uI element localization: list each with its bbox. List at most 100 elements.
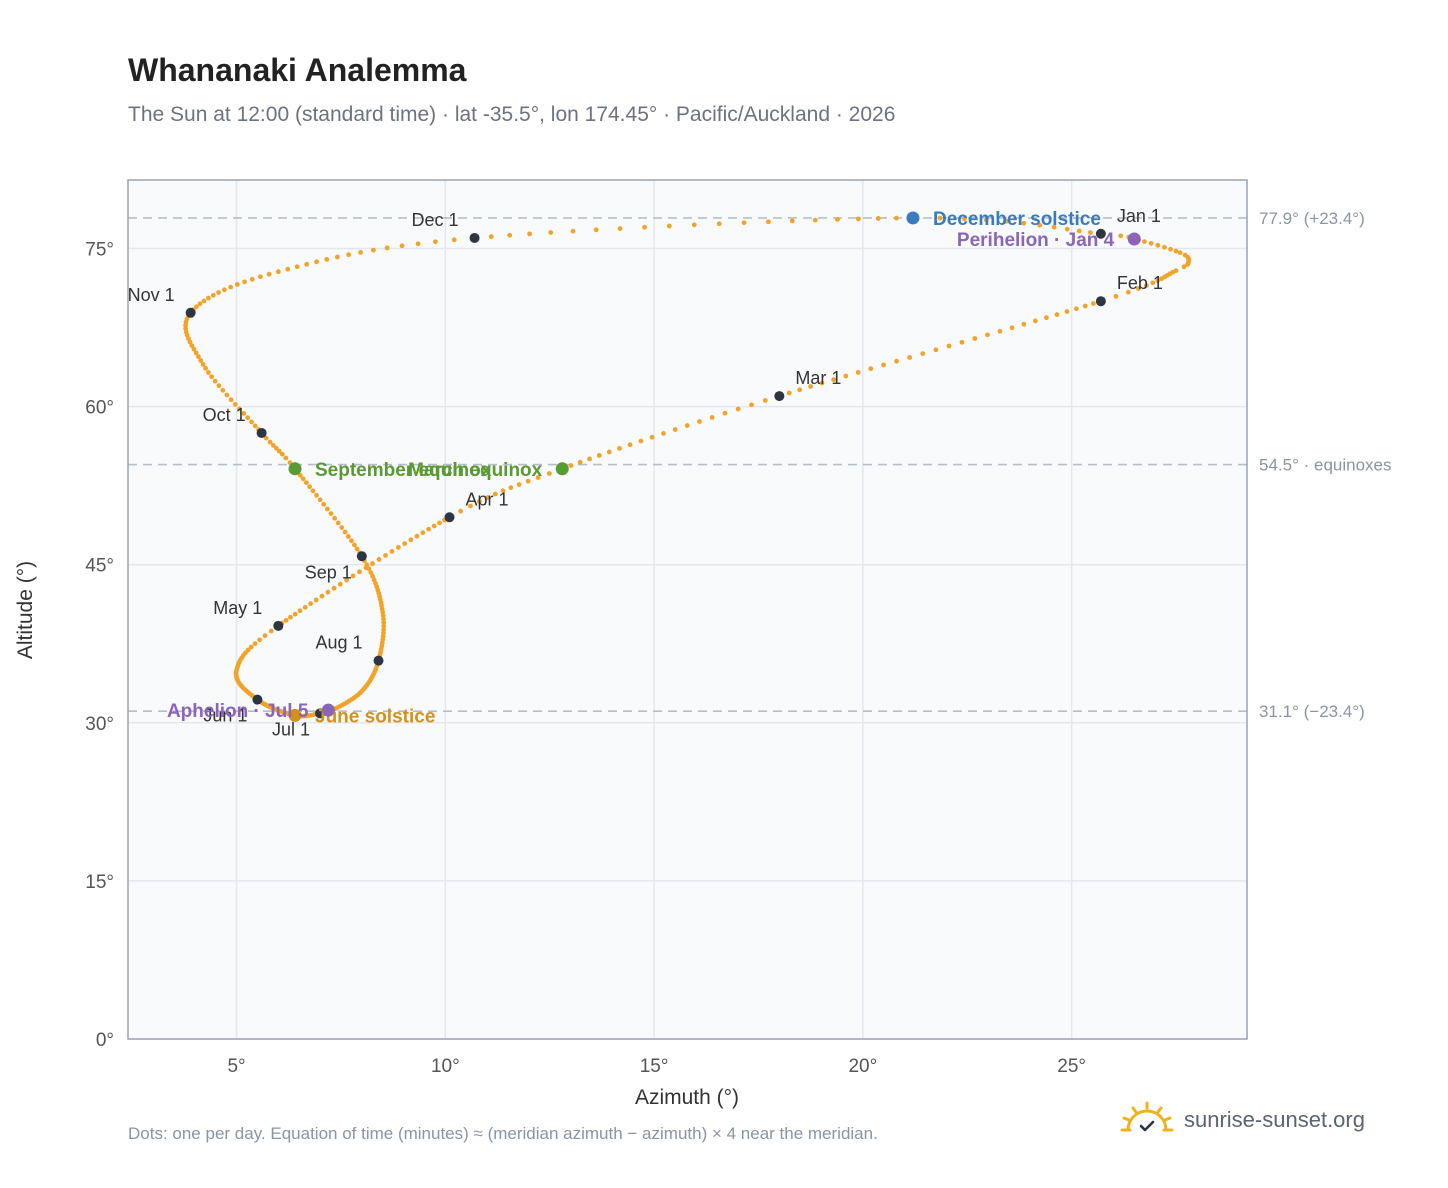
day-dot [258,274,263,280]
day-dot [337,581,343,587]
day-dot [894,358,899,364]
day-dot [310,488,316,494]
day-dot [684,423,690,428]
brand[interactable]: sunrise-sunset.org [1120,1100,1365,1140]
day-dot [972,336,978,341]
day-dot [237,406,242,412]
day-dot [1037,222,1043,228]
day-dot [606,449,612,455]
day-dot [789,218,795,224]
day-dot [304,261,310,267]
day-dot [321,501,327,507]
day-dot [997,328,1003,334]
day-dot [797,387,803,393]
day-dot [596,453,602,458]
day-dot [317,497,323,503]
x-tick-label: 25° [1057,1056,1086,1077]
day-dot [946,343,952,349]
reference-lines: 77.9° (+23.4°) 54.5° · equinoxes 31.1° (−2… [128,209,1392,721]
month-label: Mar 1 [795,368,841,388]
day-dot [381,627,387,632]
brand-name: sunrise-sunset.org [1184,1107,1365,1132]
day-dot [198,358,204,363]
day-dot [371,247,376,253]
day-dot [402,541,408,546]
day-dot [1113,293,1119,299]
day-dot [527,231,532,237]
axis-ticks: 5° 10° 15° 20° 25° 0° 15° 30° 45° 60° 75° [85,240,1086,1077]
reference-line-label: 31.1° (−23.4°) [1259,702,1365,721]
day-dot [203,365,208,371]
day-dot [420,530,426,536]
day-dot [627,442,633,448]
month-markers: Jan 1 Feb 1 Mar 1 Apr 1 May 1 Jun 1 Jul 1 Aug 1… [128,206,1163,740]
month-marker [185,307,196,318]
day-dot [381,630,386,636]
day-dot [1125,289,1131,295]
event-marker [1127,232,1141,246]
day-dot [741,220,747,226]
day-dot [1076,228,1082,234]
day-dot [294,264,300,270]
day-dot [831,377,837,383]
day-dot [242,279,247,285]
y-tick-label: 75° [85,240,114,261]
day-dot [314,492,319,498]
day-dot [194,304,199,310]
month-label: Apr 1 [466,489,509,509]
month-marker [252,694,263,705]
day-dot [570,228,576,234]
day-dot [1148,240,1154,246]
day-dot [384,245,390,251]
day-dot [283,617,289,623]
day-dot [325,589,331,595]
day-dot [245,415,251,421]
month-label: Jul 1 [272,719,310,739]
day-dot [376,557,382,562]
event-label: March equinox [408,460,543,481]
day-dot [381,620,387,625]
month-marker [444,512,455,523]
chart-title: Whananaki Analemma [128,52,467,88]
day-dot [535,475,541,480]
event-marker [555,462,569,476]
day-dot [1142,239,1147,244]
day-dot [786,390,792,396]
day-dot [220,387,226,393]
day-dot [666,223,672,229]
day-dot [302,604,308,610]
day-dot [962,216,967,222]
day-dot [1144,283,1149,288]
month-label: May 1 [213,598,262,618]
day-dot [381,616,386,622]
plot-background [128,180,1247,1039]
day-dot [414,533,420,539]
day-dot [431,523,437,529]
day-dot [324,506,330,512]
day-dot [1118,233,1124,239]
day-dot [210,292,216,298]
day-dot [314,259,319,265]
day-dot [307,484,313,490]
day-dot [959,339,965,345]
day-dot [408,537,414,543]
day-dot [1064,309,1070,314]
day-dot [252,641,258,647]
y-tick-label: 30° [85,714,114,735]
y-tick-label: 45° [85,556,114,577]
day-dot [268,628,274,634]
day-dot [907,354,913,360]
month-marker [1095,296,1106,307]
month-label: Nov 1 [128,285,175,305]
day-dot [1054,312,1060,317]
day-dot [189,343,195,348]
day-dot [835,217,840,222]
day-dot [279,451,285,457]
day-dot [283,455,289,461]
event-label: Aphelion · Jul 5 [167,701,309,722]
day-dot [426,526,432,532]
day-dot [297,608,303,614]
y-tick-label: 15° [85,872,114,893]
